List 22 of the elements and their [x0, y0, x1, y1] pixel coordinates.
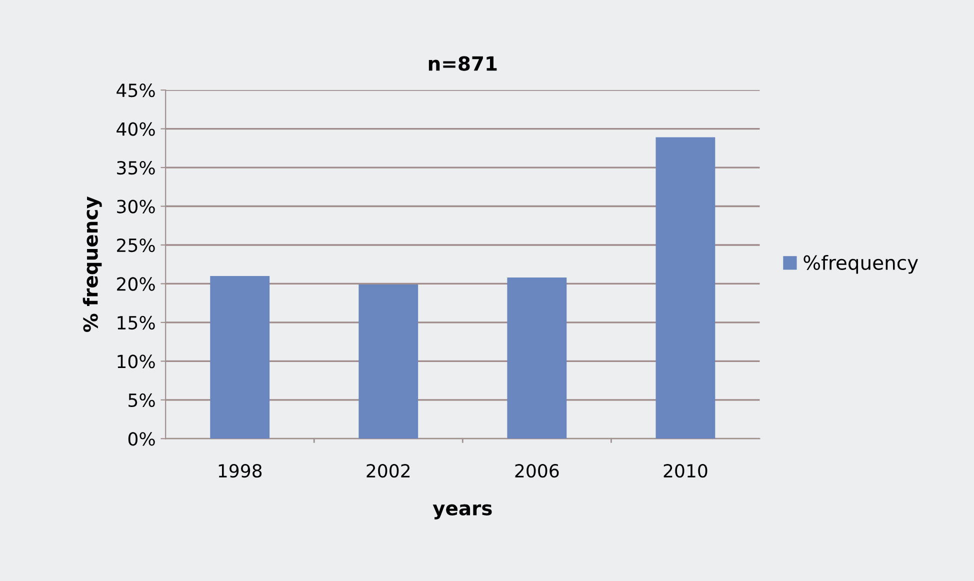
y-tick-label: 30%: [117, 200, 155, 214]
bar: [507, 278, 567, 439]
y-tick-label: 10%: [118, 354, 155, 368]
y-tick-label: 5%: [128, 393, 155, 408]
legend-label: %frequency: [804, 254, 918, 274]
y-tick-label: 15%: [118, 316, 155, 330]
bar: [210, 276, 270, 439]
x-tick-label: 2002: [366, 464, 410, 478]
y-axis-title: % frequency: [82, 196, 102, 332]
bar: [656, 137, 716, 439]
y-tick-label: 35%: [117, 160, 155, 175]
y-tick-label: 25%: [117, 238, 155, 252]
x-tick-label: 2010: [664, 464, 708, 478]
y-tick-label: 40%: [116, 122, 155, 136]
bar: [358, 284, 418, 439]
y-tick-label: 20%: [117, 277, 155, 291]
x-tick-label: 1998: [218, 464, 262, 478]
x-axis-title: years: [432, 504, 492, 520]
chart-title: n=871: [428, 56, 497, 71]
x-tick-label: 2006: [515, 464, 559, 478]
y-tick-label: 45%: [116, 84, 155, 98]
y-tick-label: 0%: [128, 432, 155, 446]
